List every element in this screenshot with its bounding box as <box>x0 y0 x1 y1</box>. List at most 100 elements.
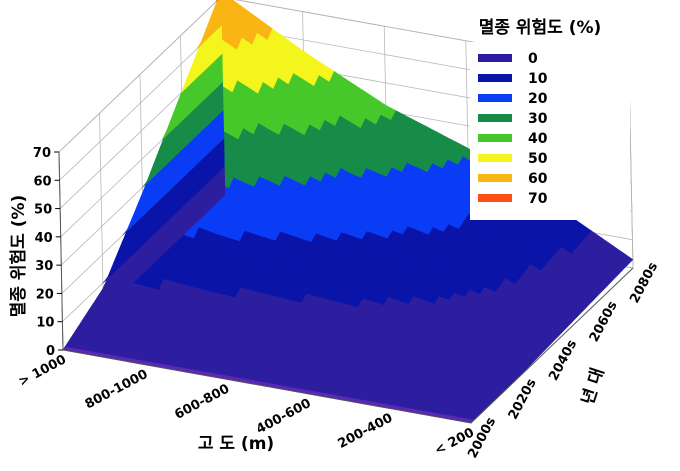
surface-side-band <box>183 171 190 207</box>
surface-side-band <box>202 124 209 159</box>
legend: 멸종 위험도 (%) 0 10 20 30 40 50 60 70 <box>470 17 630 220</box>
legend-title: 멸종 위험도 (%) <box>479 17 602 38</box>
surface-side-band <box>182 143 189 178</box>
surface-side-band <box>162 191 169 226</box>
surface-side-band <box>163 219 170 254</box>
x-axis-title: 고 도 (m) <box>198 434 274 454</box>
surface-side-band <box>186 82 193 117</box>
x-tick-label: 600-800 <box>172 381 232 422</box>
surface-side-band <box>137 215 144 250</box>
surface-side-band <box>198 157 205 192</box>
surface-side-band <box>217 81 224 116</box>
front-frame <box>58 151 634 424</box>
surface-side-band <box>198 185 206 220</box>
surface-side-band <box>208 147 215 182</box>
surface-side-band <box>142 179 148 188</box>
legend-label: 40 <box>528 131 548 147</box>
z-tick-label: 50 <box>34 203 52 218</box>
legend-swatch <box>478 54 512 62</box>
risk-surface <box>62 0 634 424</box>
surface-side-band <box>193 162 200 197</box>
surface-side-band <box>172 181 180 216</box>
surface-side-band <box>213 142 220 177</box>
surface-side-band <box>203 180 211 215</box>
z-tick-label: 20 <box>36 287 54 302</box>
surface-side-band <box>207 90 214 126</box>
z-tick-label: 30 <box>35 259 53 274</box>
surface-side-band <box>181 86 188 122</box>
surface-side-band <box>122 228 128 236</box>
surface-side-band <box>218 137 225 173</box>
surface-side-band <box>181 115 189 150</box>
surface-side-band <box>107 272 114 307</box>
surface-side-band <box>207 119 214 154</box>
surface-side-band <box>219 166 226 201</box>
legend-swatch <box>478 194 512 202</box>
y-tick-label: 2040s <box>546 337 580 383</box>
surface-side-band <box>193 190 200 225</box>
surface-side-band <box>217 109 225 144</box>
surface-side-band <box>202 95 209 131</box>
surface-side-band <box>208 175 216 211</box>
surface-side-band <box>201 67 208 102</box>
surface-side-band <box>187 138 194 173</box>
surface-side-band <box>157 196 164 231</box>
surface-side-band <box>122 258 130 293</box>
surface-side-band <box>211 57 218 93</box>
y-grid-line <box>99 113 104 312</box>
surface-side-band <box>127 225 134 260</box>
x-tick-label: 400-600 <box>254 396 314 437</box>
y-axis-title: 년 대 <box>578 366 609 408</box>
surface-side-band <box>176 120 184 155</box>
surface-side-band <box>147 177 154 212</box>
surface-side-band <box>214 171 221 206</box>
surface-side-band <box>147 205 154 240</box>
surface-side-band <box>216 24 223 59</box>
surface-side-band <box>143 238 150 274</box>
surface-side-band <box>197 100 204 135</box>
surface-side-band <box>206 34 213 69</box>
surface-side-band <box>167 158 174 193</box>
floor-plane <box>63 346 475 423</box>
surface-side-band <box>178 176 185 211</box>
x-tick-label: 200-400 <box>336 411 396 452</box>
surface-side-band <box>211 29 218 64</box>
surface-side-band <box>142 210 149 245</box>
surface-side-band <box>148 233 155 269</box>
z-tick-label: 70 <box>33 146 51 161</box>
legend-label: 60 <box>528 171 548 187</box>
surface-side-band <box>215 0 219 2</box>
legend-swatch <box>478 134 512 142</box>
surface-side-band <box>161 130 168 141</box>
surface-side-band <box>173 209 180 244</box>
surface-side-band <box>201 39 208 74</box>
x-tick-label: 800-1000 <box>83 367 151 413</box>
axis-frame <box>58 151 634 424</box>
floor-edge <box>63 346 475 423</box>
surface-side-band <box>212 86 219 121</box>
surface-side-band <box>212 114 220 149</box>
x-tick-label: > 1000 <box>16 352 69 389</box>
y-tick-label: 2060s <box>587 299 621 345</box>
surface-side-band <box>152 172 159 207</box>
surface-side-band <box>157 167 164 202</box>
surface-side-band <box>127 253 135 288</box>
z-tick-label: 40 <box>35 231 53 246</box>
surface-side-band <box>162 162 169 198</box>
surface-side-band <box>158 224 165 259</box>
surface-side-band <box>197 128 204 164</box>
surface-side-band <box>188 166 195 202</box>
surface-side-band <box>192 105 199 140</box>
surface-side-band <box>191 77 198 112</box>
surface-side-band <box>215 0 222 31</box>
legend-label: 70 <box>528 191 548 207</box>
surface-side-band <box>196 72 203 107</box>
surface-side-band <box>183 200 190 235</box>
z-tick-label: 10 <box>36 316 54 331</box>
surface-side-band <box>181 79 187 93</box>
surface-side-band <box>153 229 160 264</box>
legend-swatch <box>478 94 512 102</box>
legend-label: 10 <box>528 71 548 87</box>
surface-side-band <box>132 220 139 255</box>
surface-side-band <box>117 263 125 298</box>
